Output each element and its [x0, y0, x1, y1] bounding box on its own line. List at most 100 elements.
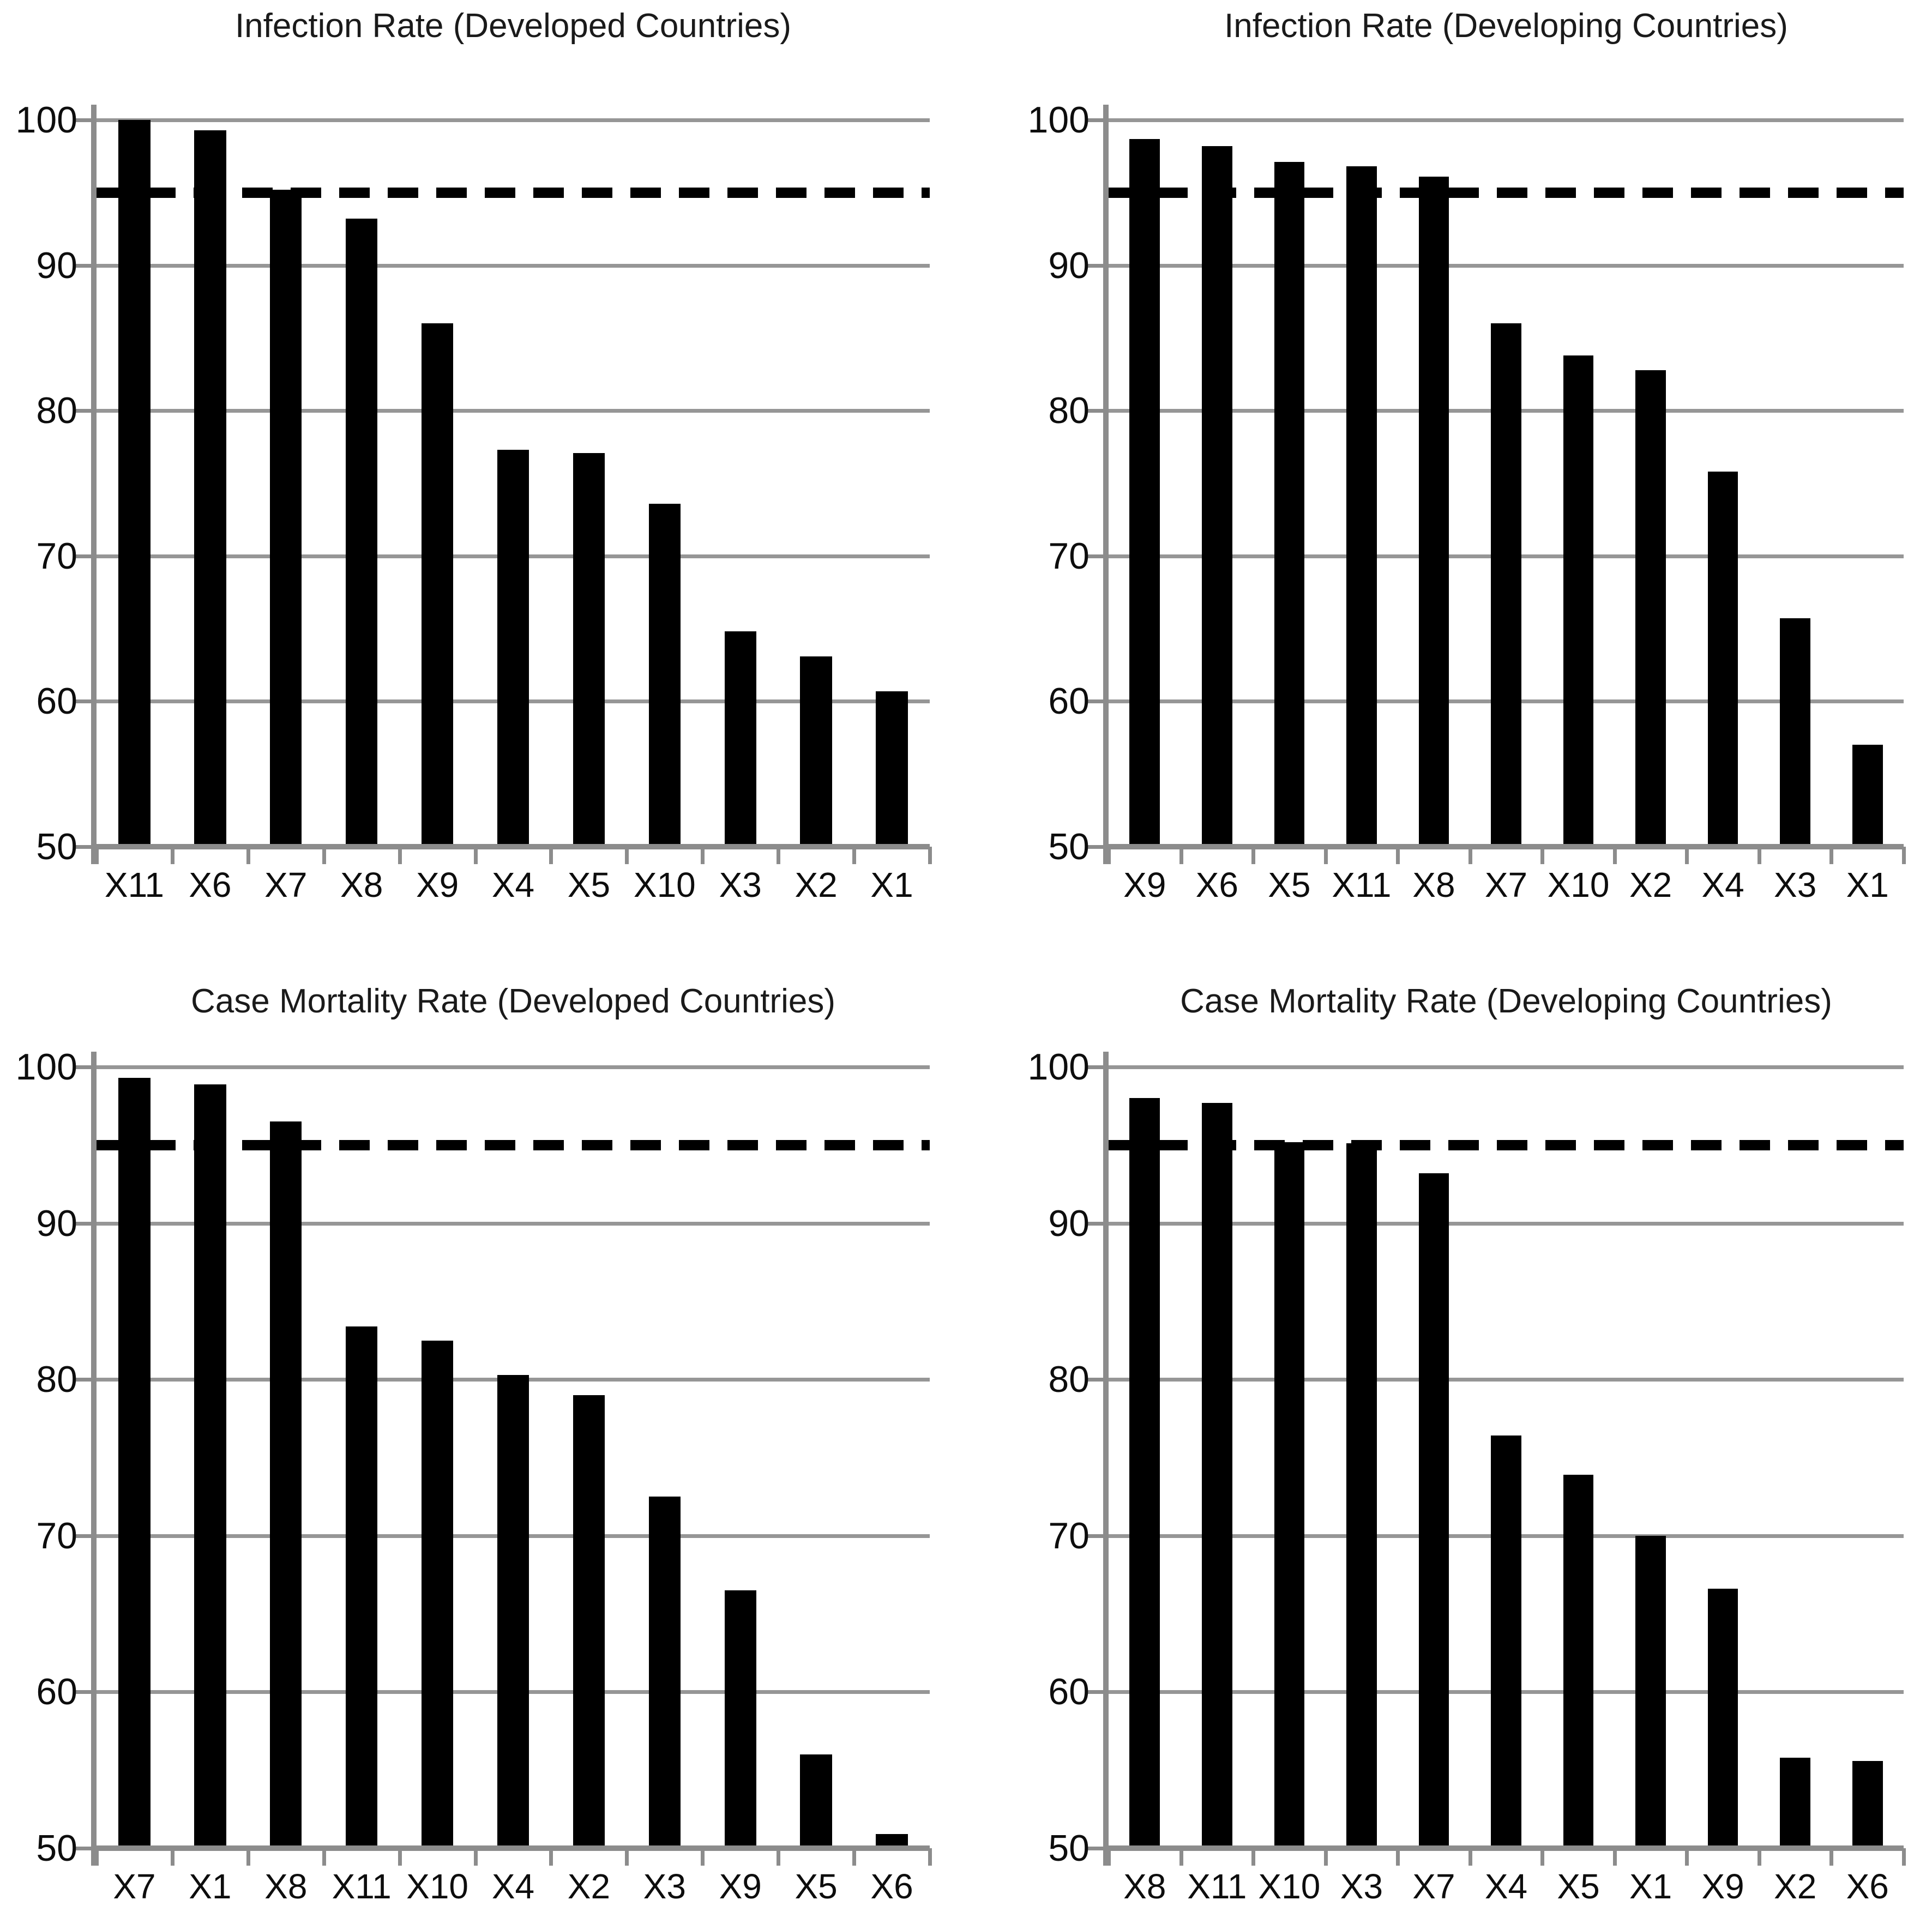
x-axis-tick [322, 847, 326, 864]
x-axis-tick [246, 1848, 250, 1866]
plot-area [75, 1052, 932, 1866]
bar-X5 [1274, 162, 1305, 847]
reference-line-95 [1109, 1140, 1904, 1151]
y-axis-label-60: 60 [36, 680, 77, 722]
y-axis-tick [75, 1378, 91, 1382]
bar-X11 [118, 120, 151, 847]
y-axis-label-100: 100 [1027, 99, 1090, 141]
x-axis-label-X5: X5 [1268, 865, 1311, 904]
x-axis-tick [701, 1848, 705, 1866]
gridline-80 [97, 409, 930, 413]
bar-X5 [800, 1754, 832, 1848]
bar-X3 [648, 1497, 681, 1848]
bar-X1 [876, 691, 908, 847]
plot-area [1087, 1052, 1906, 1866]
x-axis-label-X3: X3 [1774, 865, 1817, 904]
x-axis-tick [1540, 847, 1545, 864]
bar-X10 [1563, 355, 1594, 847]
y-axis-label-80: 80 [36, 1359, 77, 1401]
x-axis-tick [95, 1848, 99, 1866]
y-axis-tick [75, 1847, 91, 1850]
x-axis-label-X11: X11 [104, 865, 165, 904]
y-axis-label-80: 80 [1048, 1359, 1090, 1401]
x-axis-tick [1179, 1848, 1183, 1866]
x-axis-label-X4: X4 [1484, 1867, 1528, 1906]
x-axis-tick [852, 847, 857, 864]
x-axis-tick [398, 1848, 402, 1866]
x-axis-label-X4: X4 [491, 865, 535, 904]
y-axis-label-100: 100 [15, 1046, 77, 1088]
y-axis-tick [1087, 1221, 1103, 1226]
x-axis-label-X2: X2 [795, 865, 838, 904]
x-axis-label-X6: X6 [1195, 865, 1238, 904]
chart-title: Infection Rate (Developing Countries) [1224, 7, 1788, 45]
chart-mortality-developed: Case Mortality Rate (Developed Countries… [0, 944, 966, 1904]
bar-X10 [421, 1340, 454, 1848]
bar-X5 [573, 453, 605, 847]
bar-X1 [1852, 745, 1883, 847]
x-axis-label-X9: X9 [719, 1867, 762, 1906]
bar-X2 [1635, 370, 1666, 847]
y-axis-tick [1087, 1065, 1103, 1069]
x-axis-tick [777, 1848, 781, 1866]
x-axis-label-X7: X7 [1484, 865, 1528, 904]
y-axis-label-60: 60 [36, 1671, 77, 1713]
x-axis-label-X8: X8 [340, 865, 383, 904]
y-axis-tick [75, 1221, 91, 1226]
y-axis-label-80: 80 [36, 390, 77, 432]
gridline-90 [1109, 1221, 1904, 1226]
bar-X1 [1635, 1535, 1666, 1848]
chart-title: Case Mortality Rate (Developing Countrie… [1180, 982, 1832, 1020]
y-axis-tick [1087, 845, 1103, 849]
bar-X4 [1491, 1435, 1521, 1848]
x-axis-tick [625, 847, 629, 864]
y-axis-tick [75, 263, 91, 268]
bar-X3 [1346, 1143, 1377, 1848]
bar-X7 [1418, 1173, 1449, 1848]
x-axis-tick [170, 847, 174, 864]
y-axis-label-50: 50 [1048, 1827, 1090, 1869]
gridline-90 [97, 263, 930, 268]
x-axis-label-X10: X10 [406, 1867, 469, 1906]
x-axis-line [97, 1845, 930, 1851]
x-axis-label-X5: X5 [1557, 1867, 1600, 1906]
y-axis-label-50: 50 [36, 1827, 77, 1869]
x-axis-label-X1: X1 [870, 865, 913, 904]
x-axis-tick [473, 847, 478, 864]
x-axis-label-X11: X11 [1332, 865, 1392, 904]
x-axis-tick [1251, 1848, 1256, 1866]
x-axis-label-X10: X10 [633, 865, 696, 904]
bar-X7 [118, 1078, 151, 1848]
x-axis-label-X8: X8 [1123, 1867, 1166, 1906]
chart-title: Infection Rate (Developed Countries) [234, 7, 792, 45]
y-axis-tick [1087, 1847, 1103, 1850]
bar-X11 [1346, 166, 1377, 847]
gridline-90 [97, 1221, 930, 1226]
x-axis-tick [701, 847, 705, 864]
x-axis-label-X1: X1 [189, 1867, 232, 1906]
y-axis-tick [75, 1065, 91, 1069]
bar-X6 [1201, 146, 1232, 847]
y-axis-tick [1087, 409, 1103, 413]
y-axis-tick [75, 554, 91, 558]
bar-X1 [194, 1084, 226, 1848]
x-axis-label-X5: X5 [795, 1867, 838, 1906]
x-axis-label-X5: X5 [567, 865, 611, 904]
x-axis-label-X10: X10 [1547, 865, 1610, 904]
chart-infection-developing: Infection Rate (Developing Countries) 50… [966, 0, 1932, 944]
x-axis-tick [1902, 847, 1906, 864]
x-axis-label-X3: X3 [643, 1867, 686, 1906]
x-axis-label-X7: X7 [1412, 1867, 1455, 1906]
x-axis-label-X4: X4 [1701, 865, 1744, 904]
y-axis-label-70: 70 [1048, 1515, 1090, 1557]
x-axis-tick [1323, 847, 1328, 864]
x-axis-tick [322, 1848, 326, 1866]
bar-X4 [1707, 472, 1738, 847]
bar-X9 [1707, 1589, 1738, 1848]
x-axis-tick [1540, 1848, 1545, 1866]
y-axis-label-90: 90 [36, 244, 77, 286]
x-axis-tick [1179, 847, 1183, 864]
x-axis-tick [1323, 1848, 1328, 1866]
x-axis-tick [170, 1848, 174, 1866]
x-axis-line [1109, 1845, 1904, 1851]
